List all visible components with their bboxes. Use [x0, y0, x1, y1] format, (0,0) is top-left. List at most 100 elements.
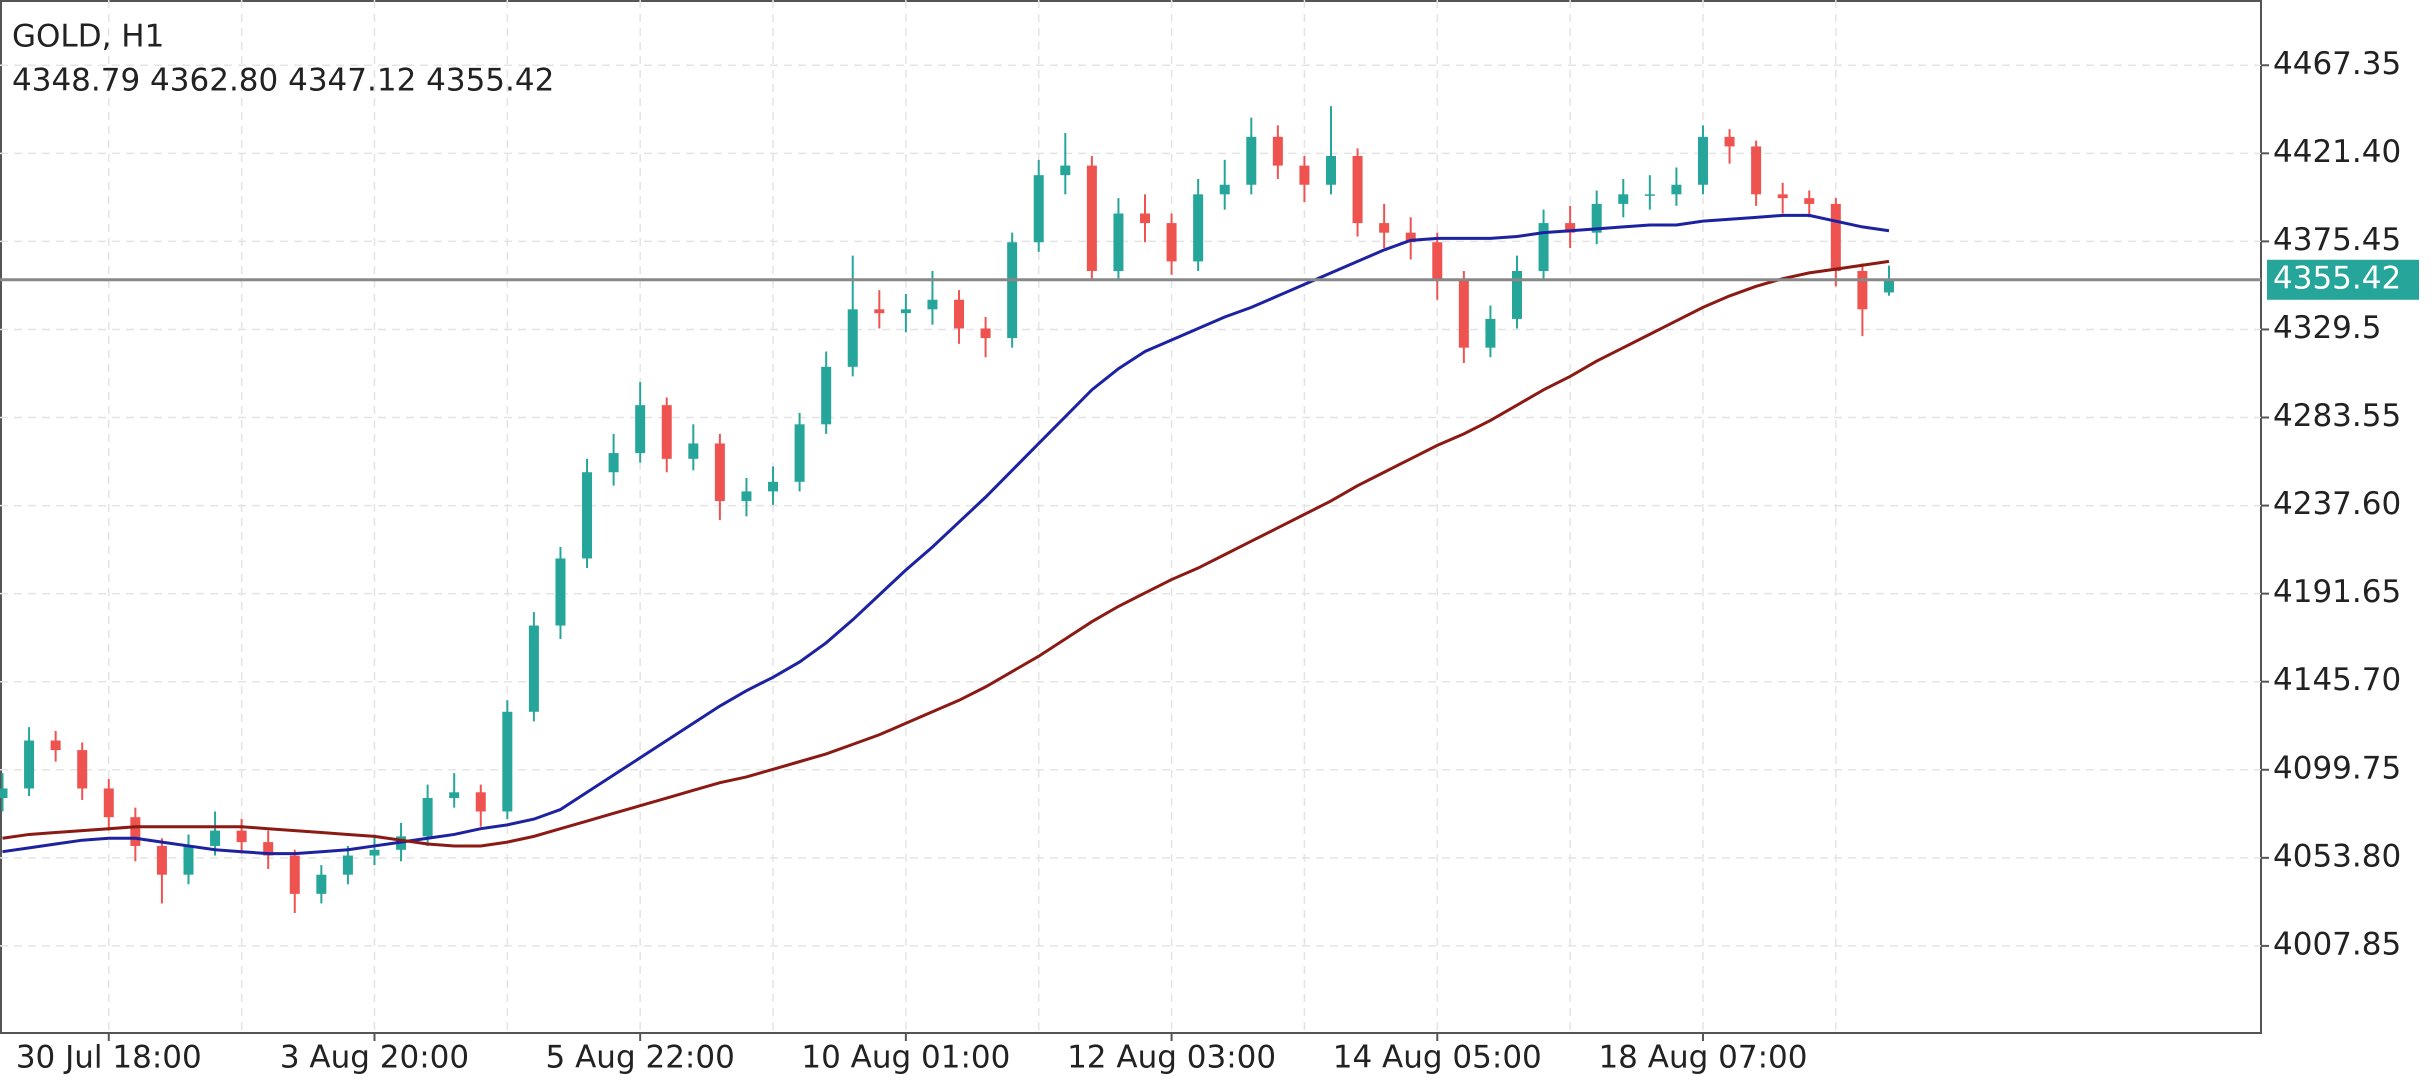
candle-body [316, 874, 327, 894]
y-tick-label: 4007.85 [2273, 926, 2401, 962]
candle-body [475, 792, 486, 812]
candle-body [1671, 184, 1682, 195]
candle-body [1060, 165, 1071, 176]
candle-body [1113, 213, 1124, 271]
x-tick-label: 10 Aug 01:00 [801, 1040, 1010, 1076]
candle-body [1777, 194, 1788, 199]
candle-body [635, 405, 646, 454]
candle-body [1193, 194, 1204, 262]
marks [0, 106, 1894, 914]
candle-body [50, 740, 61, 751]
candle-body [688, 443, 699, 459]
chart-title: GOLD, H1 [12, 19, 164, 55]
candle-body [1565, 223, 1576, 233]
x-tick-label: 30 Jul 18:00 [16, 1040, 202, 1076]
y-tick-label: 4283.55 [2273, 398, 2401, 434]
candle-body [422, 798, 433, 837]
candle-body [263, 842, 274, 856]
candle-body [954, 299, 965, 329]
candle-body [289, 855, 300, 894]
candle-body [1326, 156, 1336, 185]
candle-body [1830, 203, 1841, 271]
x-tick-label: 14 Aug 05:00 [1333, 1040, 1542, 1076]
current-price-badge [2267, 259, 2419, 300]
y-tick-label: 4467.35 [2273, 46, 2401, 82]
candle-body [1618, 194, 1629, 204]
candle-body [77, 750, 88, 789]
candle-body [741, 491, 752, 501]
candle-body [1432, 242, 1443, 281]
ohlc-readout: 4348.79 4362.80 4347.12 4355.42 [12, 63, 554, 99]
moving-average [2, 259, 1890, 848]
candle-body [103, 788, 114, 818]
current-price-label: 4355.42 [2273, 260, 2401, 296]
candle-body [1007, 242, 1018, 339]
x-tick-label: 12 Aug 03:00 [1067, 1040, 1276, 1076]
candle-body [1246, 136, 1257, 185]
candle-body [183, 845, 194, 875]
candle-body [130, 817, 141, 846]
x-tick-label: 5 Aug 22:00 [546, 1040, 735, 1076]
x-tick-label: 18 Aug 07:00 [1598, 1040, 1807, 1076]
candle-body [1086, 165, 1097, 271]
candle-body [156, 845, 167, 875]
candle-body [210, 830, 221, 846]
candle-body [847, 309, 858, 367]
candle-body [1140, 213, 1151, 224]
y-tick-label: 4053.80 [2273, 838, 2401, 874]
candle-body [1219, 184, 1230, 195]
candle-body [661, 405, 672, 459]
candle-body [449, 792, 460, 799]
candle-body [608, 453, 619, 473]
candle-body [1458, 280, 1469, 348]
y-tick-label: 4191.65 [2273, 574, 2401, 610]
candle-body [236, 830, 247, 843]
candle-body [1697, 136, 1708, 185]
candle-body [794, 424, 805, 482]
candle-body [555, 558, 566, 626]
candle-body [1591, 203, 1602, 233]
candle-body [874, 309, 885, 314]
candle-body [1352, 156, 1363, 224]
candle-body [1511, 270, 1522, 319]
y-tick-label: 4145.70 [2273, 662, 2401, 698]
candle-body [900, 309, 911, 314]
candle-body [1299, 165, 1310, 185]
candle-body [1644, 194, 1655, 196]
y-tick-label: 4237.60 [2273, 486, 2401, 522]
candle-body [1405, 232, 1416, 243]
candle-body [528, 625, 539, 712]
candle-body [582, 472, 593, 559]
candle-body [502, 711, 513, 812]
candle-body [1166, 223, 1177, 262]
candle-body [369, 849, 380, 856]
y-tick-label: 4421.40 [2273, 134, 2401, 170]
y-tick-label: 4375.45 [2273, 222, 2401, 258]
candle-body [1804, 198, 1815, 204]
candle-body [1538, 223, 1549, 271]
candle-body [714, 443, 725, 501]
candle-body [1379, 223, 1390, 233]
candle-body [1033, 175, 1044, 243]
candle-body [927, 299, 938, 310]
candle-body [768, 481, 779, 492]
candle-body [980, 328, 991, 339]
candle-body [342, 855, 353, 875]
candle-body [1857, 270, 1868, 310]
y-tick-label: 4329.5 [2273, 310, 2381, 346]
x-tick-label: 3 Aug 20:00 [280, 1040, 469, 1076]
candle-body [1272, 136, 1283, 166]
candle-body [821, 366, 832, 425]
candle-body [1751, 146, 1762, 195]
plot-frame [0, 0, 2262, 1034]
candle-body [1883, 279, 1894, 293]
candle-body [0, 788, 8, 799]
candle-body [1724, 136, 1735, 147]
y-tick-label: 4099.75 [2273, 750, 2401, 786]
moving-average [2, 213, 1890, 856]
candle-body [1485, 318, 1496, 348]
grid [0, 0, 2261, 1033]
candle-body [24, 740, 35, 789]
